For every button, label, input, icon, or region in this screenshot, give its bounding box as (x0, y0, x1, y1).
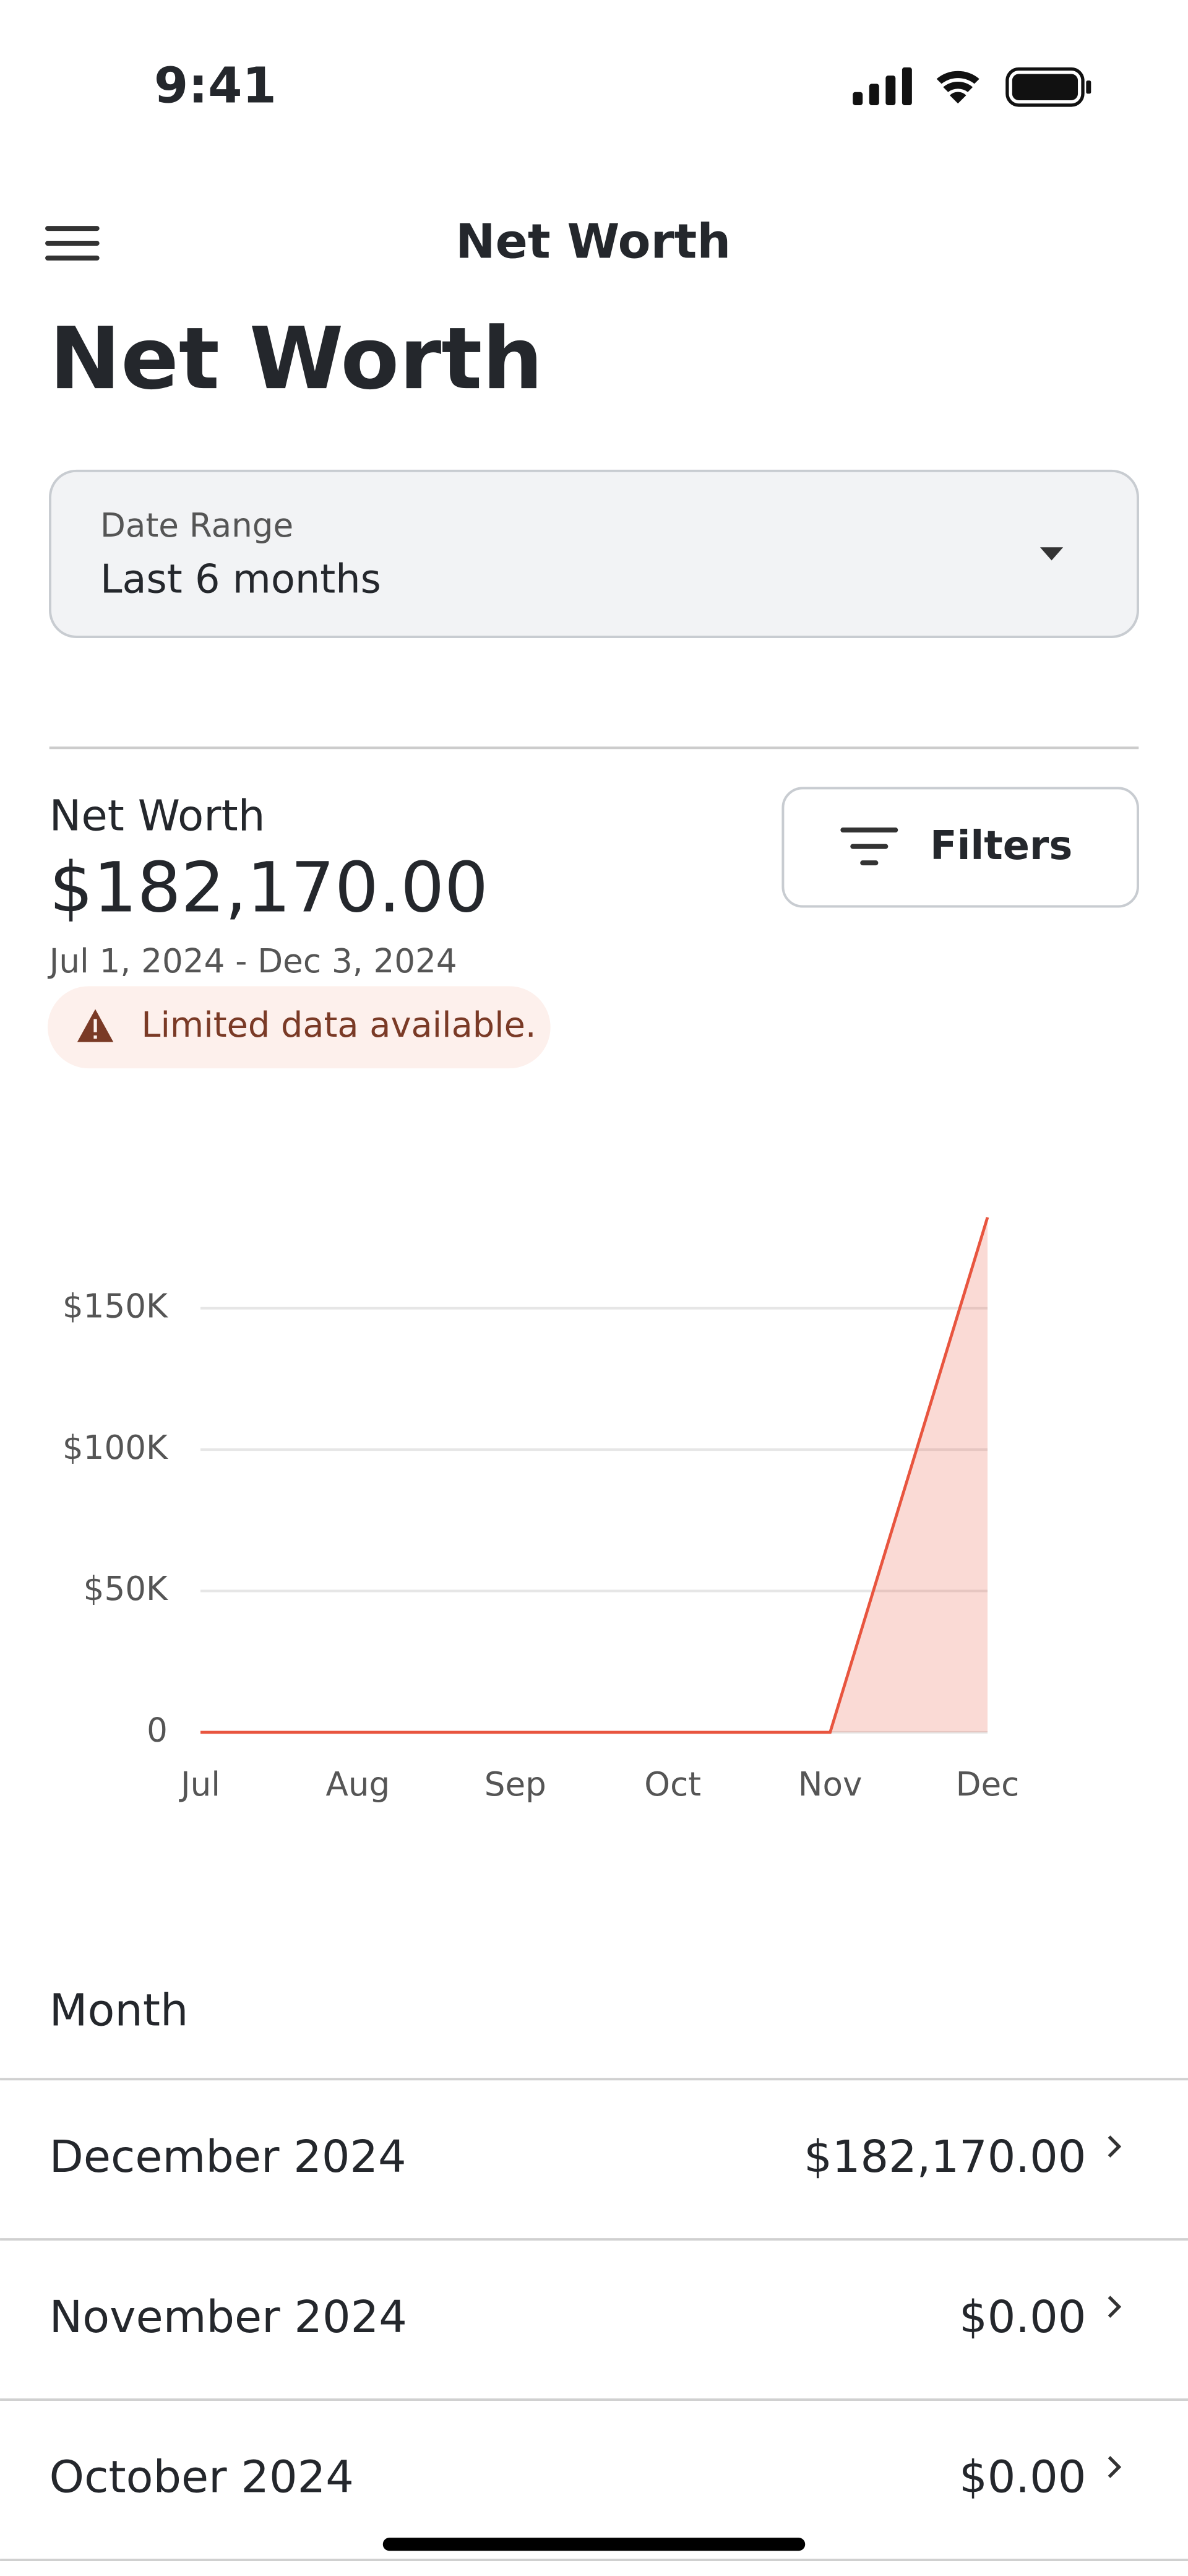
filters-button[interactable]: Filters (781, 787, 1139, 908)
chevron (1108, 2135, 1122, 2158)
date-range-label: Date Range (100, 506, 293, 545)
x-tick-label: Oct (644, 1765, 701, 1804)
y-tick-label: 0 (147, 1711, 168, 1750)
x-tick-label: Aug (326, 1765, 390, 1804)
x-tick-label: Dec (956, 1765, 1020, 1804)
chevron (1108, 2456, 1122, 2478)
month-row[interactable]: November 2024 $0.00 (50, 2291, 1122, 2343)
summary-label: Net Worth (50, 791, 265, 841)
x-tick-label: Sep (484, 1765, 546, 1804)
menu-button[interactable] (45, 226, 100, 261)
y-tick-label: $150K (62, 1287, 168, 1325)
chart: 0 $50K $100K $150K Jul Aug Sep Oct Nov Dec (62, 1217, 1019, 1804)
table-header: Month (50, 1984, 189, 2036)
chevron (1108, 2296, 1122, 2318)
area-fill (200, 1217, 988, 1732)
summary-amount: $182,170.00 (50, 848, 488, 928)
home-indicator (382, 2538, 806, 2551)
filters-label: Filters (930, 823, 1072, 869)
nav-title: Net Worth (455, 215, 731, 270)
month-name: November 2024 (50, 2291, 407, 2343)
month-row[interactable]: October 2024 $0.00 (50, 2451, 1122, 2503)
summary-period: Jul 1, 2024 - Dec 3, 2024 (48, 942, 457, 980)
month-name: December 2024 (50, 2130, 407, 2182)
month-table: Month December 2024 $182,170.00 November 2… (0, 1984, 1188, 2561)
y-tick-label: $50K (84, 1570, 168, 1608)
status-time: 9:41 (154, 56, 277, 114)
y-tick-label: $100K (62, 1428, 168, 1467)
month-amount: $0.00 (959, 2451, 1086, 2503)
status-icons (853, 67, 1091, 107)
month-row[interactable]: December 2024 $182,170.00 (50, 2130, 1122, 2182)
warning-badge: Limited data available. (48, 986, 551, 1069)
page-heading: Net Worth (50, 309, 543, 408)
date-range-value: Last 6 months (100, 557, 381, 603)
month-amount: $182,170.00 (804, 2130, 1086, 2182)
area-line (200, 1217, 989, 1734)
x-tick-label: Nov (798, 1765, 863, 1804)
warning-text: Limited data available. (141, 1005, 536, 1045)
month-name: October 2024 (50, 2451, 354, 2503)
x-tick-label: Jul (179, 1765, 220, 1804)
month-amount: $0.00 (959, 2291, 1086, 2343)
date-range-select[interactable]: Date Range Last 6 months (49, 469, 1139, 639)
